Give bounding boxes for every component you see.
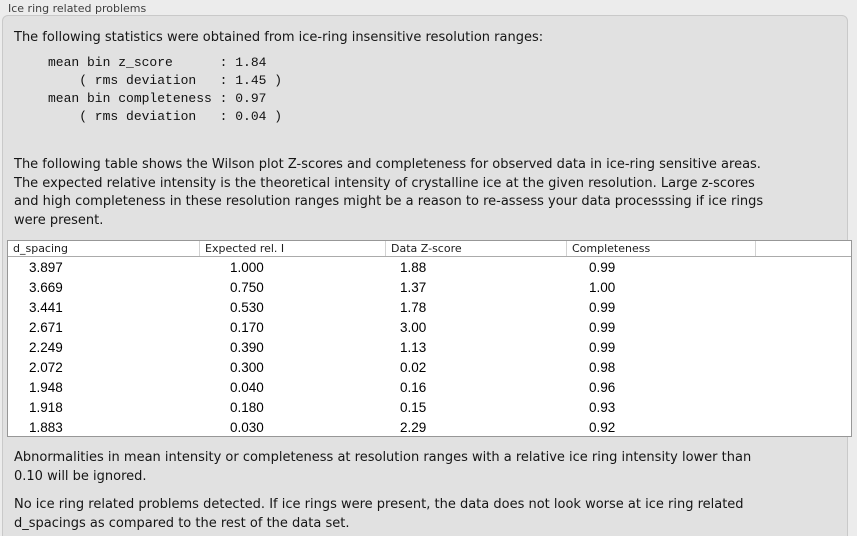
cell-completeness: 0.98 (589, 359, 616, 375)
cell-data-z-score: 1.88 (400, 259, 427, 275)
cell-expected-rel-i: 0.390 (230, 339, 264, 355)
table-row[interactable]: 2.072 0.300 0.02 0.98 (8, 357, 851, 377)
cell-expected-rel-i: 0.750 (230, 279, 264, 295)
cell-d-spacing: 1.948 (29, 379, 63, 395)
header-cell-completeness[interactable]: Completeness (567, 241, 756, 256)
table-row[interactable]: 2.249 0.390 1.13 0.99 (8, 337, 851, 357)
table-row[interactable]: 3.441 0.530 1.78 0.99 (8, 297, 851, 317)
table-row[interactable]: 3.669 0.750 1.37 1.00 (8, 277, 851, 297)
header-cell-d-spacing[interactable]: d_spacing (8, 241, 200, 256)
table-description: The following table shows the Wilson plo… (14, 157, 764, 228)
cell-completeness: 0.99 (589, 339, 616, 355)
cell-expected-rel-i: 0.170 (230, 319, 264, 335)
cell-data-z-score: 2.29 (400, 419, 427, 435)
cell-completeness: 0.92 (589, 419, 616, 435)
note-ignore-text: Abnormalities in mean intensity or compl… (14, 450, 752, 484)
table-header: d_spacing Expected rel. I Data Z-score C… (8, 241, 851, 257)
table-row[interactable]: 3.897 1.000 1.88 0.99 (8, 257, 851, 277)
stats-block: mean bin z_score : 1.84 ( rms deviation … (48, 55, 283, 124)
conclusion-text: No ice ring related problems detected. I… (14, 497, 744, 531)
cell-data-z-score: 1.37 (400, 279, 427, 295)
cell-data-z-score: 1.13 (400, 339, 427, 355)
cell-completeness: 0.99 (589, 299, 616, 315)
cell-d-spacing: 3.897 (29, 259, 63, 275)
cell-d-spacing: 2.072 (29, 359, 63, 375)
panel-title: Ice ring related problems (8, 2, 147, 15)
table-row[interactable]: 2.671 0.170 3.00 0.99 (8, 317, 851, 337)
cell-data-z-score: 1.78 (400, 299, 427, 315)
header-cell-empty[interactable] (756, 241, 851, 256)
table-row[interactable]: 1.883 0.030 2.29 0.92 (8, 417, 851, 436)
cell-expected-rel-i: 0.180 (230, 399, 264, 415)
table-row[interactable]: 1.918 0.180 0.15 0.93 (8, 397, 851, 417)
cell-expected-rel-i: 0.530 (230, 299, 264, 315)
table-row[interactable]: 1.948 0.040 0.16 0.96 (8, 377, 851, 397)
cell-completeness: 0.96 (589, 379, 616, 395)
cell-completeness: 0.93 (589, 399, 616, 415)
header-cell-data-z-score[interactable]: Data Z-score (386, 241, 567, 256)
cell-d-spacing: 1.918 (29, 399, 63, 415)
cell-completeness: 1.00 (589, 279, 616, 295)
cell-d-spacing: 1.883 (29, 419, 63, 435)
cell-data-z-score: 0.02 (400, 359, 427, 375)
cell-d-spacing: 2.249 (29, 339, 63, 355)
cell-d-spacing: 3.669 (29, 279, 63, 295)
cell-d-spacing: 3.441 (29, 299, 63, 315)
cell-d-spacing: 2.671 (29, 319, 63, 335)
cell-data-z-score: 3.00 (400, 319, 427, 335)
cell-data-z-score: 0.16 (400, 379, 427, 395)
cell-data-z-score: 0.15 (400, 399, 427, 415)
ice-ring-table[interactable]: d_spacing Expected rel. I Data Z-score C… (7, 240, 852, 437)
intro-text: The following statistics were obtained f… (14, 30, 544, 45)
cell-expected-rel-i: 1.000 (230, 259, 264, 275)
cell-expected-rel-i: 0.300 (230, 359, 264, 375)
header-cell-expected-rel-i[interactable]: Expected rel. I (200, 241, 386, 256)
cell-expected-rel-i: 0.040 (230, 379, 264, 395)
cell-completeness: 0.99 (589, 319, 616, 335)
cell-expected-rel-i: 0.030 (230, 419, 264, 435)
cell-completeness: 0.99 (589, 259, 616, 275)
